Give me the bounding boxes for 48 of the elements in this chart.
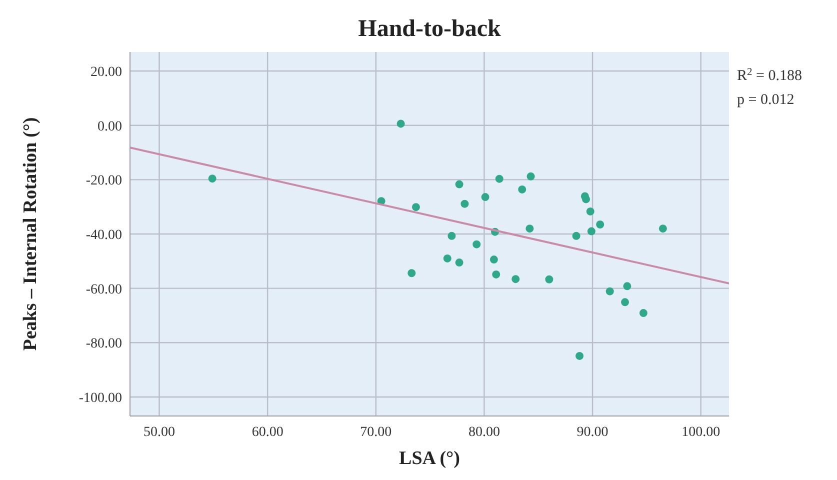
point bbox=[412, 203, 420, 212]
y-tick-label: -80.00 bbox=[86, 336, 122, 352]
point bbox=[526, 172, 535, 180]
x-tick-label: 70.00 bbox=[360, 425, 392, 440]
point bbox=[623, 282, 632, 290]
point bbox=[658, 224, 667, 233]
point bbox=[472, 240, 481, 248]
point bbox=[455, 180, 464, 188]
y-tick-label: -100.00 bbox=[78, 390, 122, 406]
point bbox=[492, 270, 500, 278]
point bbox=[582, 195, 590, 204]
point bbox=[460, 200, 469, 208]
point bbox=[490, 256, 498, 264]
point bbox=[495, 174, 504, 183]
point bbox=[481, 193, 490, 202]
x-tick-label: 80.00 bbox=[468, 425, 500, 440]
y-tick-label: -20.00 bbox=[86, 174, 122, 189]
x-tick-label: 100.00 bbox=[682, 425, 720, 440]
x-axis-title: LSA (°) bbox=[399, 448, 460, 469]
point bbox=[621, 298, 630, 306]
point bbox=[576, 352, 584, 360]
point bbox=[396, 120, 405, 128]
point bbox=[455, 258, 464, 267]
x-tick-label: 50.00 bbox=[143, 425, 175, 440]
point bbox=[512, 275, 520, 284]
point bbox=[572, 232, 580, 240]
text: p = 0.012 bbox=[737, 92, 794, 108]
point bbox=[208, 174, 216, 183]
y-tick-label: -60.00 bbox=[86, 282, 122, 298]
y-tick-label: 20.00 bbox=[90, 65, 122, 80]
point bbox=[586, 207, 594, 216]
point bbox=[545, 275, 554, 284]
point bbox=[606, 287, 614, 296]
y-tick-label: 0.00 bbox=[98, 119, 122, 134]
point bbox=[518, 185, 526, 194]
x-tick-label: 60.00 bbox=[252, 425, 284, 440]
point bbox=[448, 232, 456, 240]
y-tick-label: -40.00 bbox=[86, 228, 122, 243]
point bbox=[408, 269, 416, 278]
point bbox=[443, 254, 452, 262]
chart-title: Hand-to-back bbox=[358, 16, 502, 42]
point bbox=[526, 224, 534, 233]
point bbox=[596, 220, 604, 228]
y-axis-title: Peaks – Internal Rotation (°) bbox=[20, 117, 41, 351]
point bbox=[587, 227, 596, 236]
x-tick-label: 90.00 bbox=[576, 425, 608, 440]
point bbox=[639, 309, 648, 318]
text: R$^{2}$ = 0.188 bbox=[737, 66, 802, 84]
